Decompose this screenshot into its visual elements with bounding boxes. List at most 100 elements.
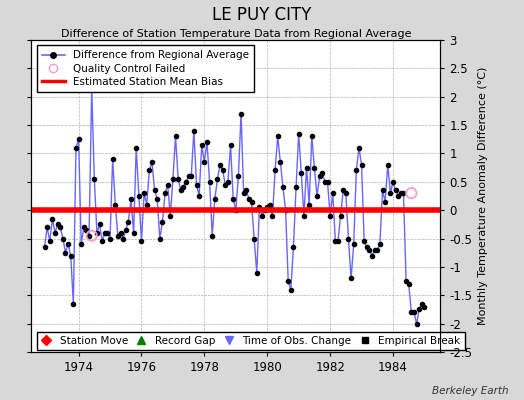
- Point: [342, 190, 350, 196]
- Point: [145, 167, 154, 174]
- Point: [399, 190, 408, 196]
- Point: [179, 184, 188, 191]
- Point: [187, 173, 195, 179]
- Point: [334, 238, 342, 244]
- Point: [271, 167, 279, 174]
- Point: [347, 275, 355, 282]
- Point: [163, 182, 172, 188]
- Point: [51, 230, 59, 236]
- Point: [101, 230, 109, 236]
- Point: [402, 278, 410, 284]
- Point: [302, 164, 311, 171]
- Point: [219, 167, 227, 174]
- Point: [153, 196, 161, 202]
- Point: [53, 221, 62, 228]
- Point: [331, 238, 340, 244]
- Point: [148, 159, 156, 165]
- Point: [229, 196, 237, 202]
- Point: [140, 190, 148, 196]
- Point: [258, 213, 266, 219]
- Point: [122, 227, 130, 233]
- Point: [384, 162, 392, 168]
- Point: [190, 128, 198, 134]
- Point: [116, 230, 125, 236]
- Point: [352, 167, 361, 174]
- Point: [67, 252, 75, 259]
- Point: [418, 300, 426, 307]
- Point: [381, 198, 389, 205]
- Point: [80, 224, 88, 230]
- Point: [158, 218, 167, 225]
- Point: [221, 182, 230, 188]
- Point: [135, 193, 143, 199]
- Point: [166, 213, 174, 219]
- Point: [357, 162, 366, 168]
- Point: [61, 250, 70, 256]
- Point: [321, 179, 329, 185]
- Point: [276, 159, 285, 165]
- Point: [111, 201, 119, 208]
- Point: [329, 190, 337, 196]
- Point: [234, 173, 243, 179]
- Point: [88, 232, 96, 239]
- Point: [336, 213, 345, 219]
- Point: [305, 201, 313, 208]
- Point: [174, 176, 182, 182]
- Point: [82, 227, 91, 233]
- Point: [281, 207, 290, 213]
- Text: Berkeley Earth: Berkeley Earth: [432, 386, 508, 396]
- Point: [192, 182, 201, 188]
- Point: [420, 304, 429, 310]
- Point: [300, 213, 308, 219]
- Point: [85, 232, 93, 239]
- Point: [184, 173, 193, 179]
- Point: [124, 218, 133, 225]
- Point: [313, 193, 321, 199]
- Point: [274, 133, 282, 140]
- Point: [412, 320, 421, 327]
- Point: [376, 241, 384, 248]
- Point: [182, 179, 190, 185]
- Point: [46, 238, 54, 244]
- Point: [268, 213, 277, 219]
- Point: [294, 130, 303, 137]
- Point: [195, 193, 203, 199]
- Point: [64, 241, 72, 248]
- Point: [93, 230, 101, 236]
- Point: [150, 187, 159, 194]
- Point: [137, 238, 146, 244]
- Point: [360, 238, 368, 244]
- Point: [95, 221, 104, 228]
- Point: [205, 179, 214, 185]
- Point: [59, 235, 67, 242]
- Point: [378, 187, 387, 194]
- Point: [143, 201, 151, 208]
- Point: [284, 278, 292, 284]
- Point: [368, 252, 376, 259]
- Legend: Station Move, Record Gap, Time of Obs. Change, Empirical Break: Station Move, Record Gap, Time of Obs. C…: [37, 332, 465, 350]
- Point: [260, 207, 269, 213]
- Point: [224, 179, 232, 185]
- Point: [245, 196, 253, 202]
- Point: [247, 198, 256, 205]
- Point: [405, 281, 413, 287]
- Point: [355, 144, 363, 151]
- Point: [108, 156, 117, 162]
- Point: [350, 241, 358, 248]
- Point: [289, 244, 298, 250]
- Point: [213, 176, 222, 182]
- Point: [156, 235, 164, 242]
- Point: [315, 173, 324, 179]
- Point: [129, 230, 138, 236]
- Point: [255, 204, 264, 210]
- Point: [72, 144, 80, 151]
- Point: [407, 190, 416, 196]
- Point: [127, 196, 135, 202]
- Point: [415, 306, 423, 313]
- Point: [171, 133, 180, 140]
- Point: [98, 238, 106, 244]
- Point: [253, 269, 261, 276]
- Point: [266, 201, 274, 208]
- Point: [394, 193, 402, 199]
- Title: Difference of Station Temperature Data from Regional Average: Difference of Station Temperature Data f…: [61, 29, 411, 39]
